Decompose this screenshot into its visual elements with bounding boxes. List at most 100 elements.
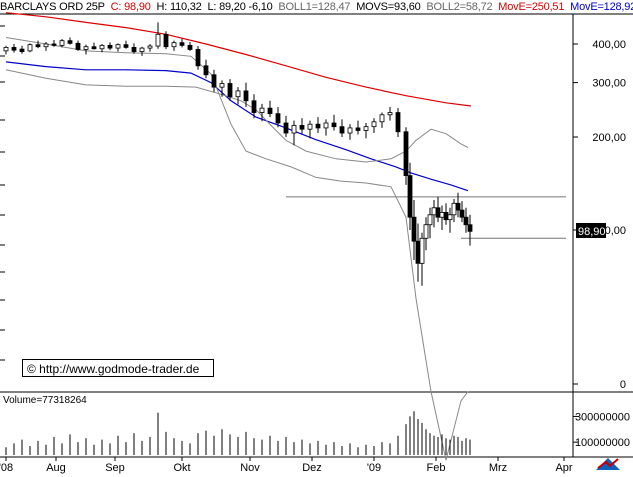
x-tick-label: Aug — [46, 462, 66, 474]
candle-body — [415, 240, 421, 264]
x-tick-label: '08 — [0, 462, 13, 474]
candles — [3, 22, 473, 286]
chart-frame — [0, 13, 633, 458]
volume-axis: 300000000 100000000 — [573, 411, 630, 449]
bollinger-line — [5, 69, 469, 163]
volume-bars — [5, 411, 471, 455]
candle-body — [131, 46, 137, 52]
candle-body — [275, 113, 281, 124]
x-tick-label: Dez — [302, 462, 322, 474]
candle-body — [43, 43, 49, 48]
y-tick-label: 200,00 — [592, 132, 626, 144]
close-value: C: 98,90 — [110, 1, 151, 13]
x-tick-label: '09 — [367, 462, 381, 474]
movs-value: MOVS=93,60 — [356, 1, 421, 13]
low-change-value: L: 89,20 -6,10 — [207, 1, 273, 13]
watermark-label: © http://www.godmode-trader.de — [22, 359, 214, 377]
candle-body — [139, 47, 145, 52]
candle-body — [75, 42, 81, 50]
candle-body — [67, 40, 73, 44]
candle-body — [99, 44, 105, 50]
x-tick-label: Sep — [105, 462, 125, 474]
candle-body — [35, 44, 41, 48]
candle-body — [51, 43, 57, 46]
candle-body — [283, 122, 289, 134]
candle-body — [467, 224, 473, 232]
y-tick-label: 0 — [620, 379, 626, 391]
candle-body — [155, 33, 161, 47]
candle-body — [439, 212, 445, 218]
instrument-name: BARCLAYS ORD 25P — [0, 1, 105, 13]
candle-body — [339, 126, 345, 134]
volume-tick-label: 300000000 — [575, 411, 630, 423]
ema_long-line — [5, 12, 472, 107]
x-tick-label: Mrz — [489, 462, 507, 474]
candle-body — [307, 123, 313, 130]
candle-body — [463, 216, 469, 226]
candle-body — [371, 121, 377, 128]
candle-body — [363, 126, 369, 131]
candle-body — [355, 127, 361, 131]
candle-body — [427, 214, 433, 226]
candle-body — [407, 175, 413, 218]
candle-body — [447, 214, 453, 221]
x-tick-label: Nov — [240, 462, 260, 474]
candle-body — [323, 122, 329, 129]
candle-body — [267, 107, 273, 115]
y-tick-label: 400,00 — [592, 39, 626, 51]
candle-body — [315, 123, 321, 129]
volume-tick-label: 100000000 — [575, 437, 630, 449]
move-blue-value: MovE=128,92 — [570, 1, 633, 13]
candle-body — [83, 46, 89, 50]
candle-body — [419, 237, 425, 264]
x-tick-label: Feb — [427, 462, 446, 474]
candle-body — [423, 224, 429, 239]
candle-body — [387, 112, 393, 116]
candle-body — [459, 209, 465, 218]
candle-body — [395, 112, 401, 133]
x-axis: '08 Aug Sep Okt Nov Dez '09 Feb Mrz Apr — [0, 457, 573, 474]
volume-label: Volume=77318264 — [3, 395, 87, 406]
boll1-value: BOLL1=128,47 — [278, 1, 351, 13]
last-price-label: 98,90 — [578, 226, 606, 238]
candle-body — [219, 83, 225, 88]
candle-body — [195, 49, 201, 67]
last-price-marker: 98,90 — [576, 223, 606, 238]
candle-body — [147, 45, 153, 49]
candle-body — [3, 46, 9, 52]
candle-body — [235, 90, 241, 98]
chart-header: BARCLAYS ORD 25P C: 98,90 H: 110,32 L: 8… — [0, 0, 633, 14]
bollinger-line — [5, 37, 469, 461]
candle-body — [443, 212, 449, 221]
candle-body — [403, 131, 409, 176]
godmode-logo-icon — [596, 458, 620, 470]
candle-body — [123, 44, 129, 48]
candle-body — [435, 207, 441, 218]
candle-body — [291, 125, 297, 134]
boll2-value: BOLL2=58,72 — [426, 1, 493, 13]
candle-body — [451, 202, 457, 216]
candle-body — [251, 100, 257, 113]
candle-body — [59, 40, 65, 46]
candle-body — [11, 46, 17, 51]
candle-body — [347, 127, 353, 134]
candle-body — [299, 125, 305, 130]
ema_mid-line — [5, 61, 469, 192]
candle-body — [107, 44, 113, 49]
candle-body — [211, 74, 217, 88]
candle-body — [455, 202, 461, 211]
candle-body — [163, 33, 169, 48]
candle-body — [331, 122, 337, 128]
candle-body — [227, 83, 233, 98]
candle-body — [431, 207, 437, 216]
y-tick-label: 300,00 — [592, 78, 626, 90]
candle-body — [91, 46, 97, 50]
move250-value: MovE=250,51 — [498, 1, 565, 13]
x-tick-label: Apr — [555, 462, 572, 474]
candle-body — [27, 44, 33, 52]
indicator-lines — [5, 12, 472, 461]
candle-body — [379, 114, 385, 123]
x-tick-label: Okt — [173, 462, 190, 474]
candle-body — [179, 42, 185, 46]
